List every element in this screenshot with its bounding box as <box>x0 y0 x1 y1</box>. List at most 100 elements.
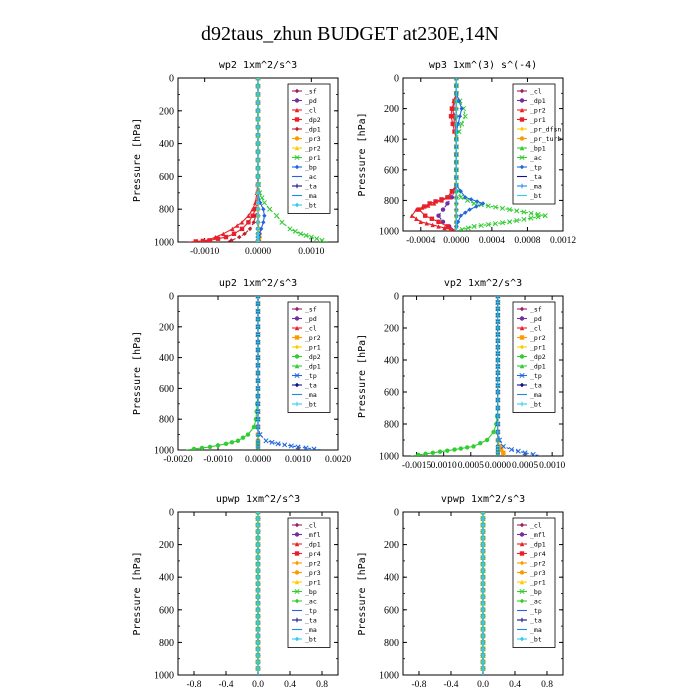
series-point-bt <box>255 125 261 130</box>
series-point-pr1 <box>261 200 267 206</box>
legend-marker <box>294 588 300 595</box>
y-axis-label: Pressure [hPa] <box>357 112 368 196</box>
series-group <box>188 78 328 242</box>
legend-entry: _mfl <box>305 531 321 539</box>
page-title: d92taus_zhun BUDGET at230E,14N <box>201 23 499 45</box>
series-point-bt <box>255 561 261 567</box>
legend-entry: _pr2 <box>530 560 546 568</box>
series-point-dp2 <box>193 239 198 242</box>
legend-entry: _pd <box>305 97 317 105</box>
series-point-bt <box>495 306 501 311</box>
series-point-bt <box>480 581 486 586</box>
series-point-pr1 <box>267 206 273 212</box>
series-point-pr1 <box>427 201 432 206</box>
series-point-ac <box>521 216 527 222</box>
legend-entry: _ma <box>305 192 317 200</box>
series-point-tp <box>508 447 515 453</box>
legend-box <box>287 83 331 214</box>
panel-title: up2 1xm^2/s^3 <box>219 278 297 289</box>
legend-marker <box>519 579 525 585</box>
legend-entry: _bp <box>305 588 317 596</box>
legend-marker <box>519 126 525 132</box>
series-point-bt <box>495 364 501 369</box>
series-point-pr1 <box>429 216 435 221</box>
legend-box <box>512 517 556 648</box>
y-tick-label: 1000 <box>379 452 399 463</box>
legend-entry: _bp <box>305 164 317 172</box>
series-point-bt <box>480 548 486 554</box>
series-point-pr1 <box>287 226 293 232</box>
y-axis-label: Pressure [hPa] <box>357 551 368 635</box>
legend-marker <box>519 363 525 369</box>
legend-marker <box>294 117 300 122</box>
series-point-bt <box>255 444 261 450</box>
series-point-bt <box>255 548 261 554</box>
legend-marker <box>294 335 300 340</box>
series-point-tp <box>295 444 301 450</box>
series-point-bt <box>480 522 486 528</box>
series-point-bt <box>255 401 261 406</box>
legend-marker <box>294 306 300 312</box>
legend-marker <box>519 372 525 379</box>
legend-marker <box>294 522 300 528</box>
series-point-bt <box>255 659 261 665</box>
series-point-bt <box>480 601 486 606</box>
x-tick-label: 0.4 <box>509 680 521 690</box>
series-point-bt <box>255 84 261 89</box>
legend-entry: _dp2 <box>305 353 321 361</box>
legend-entry: _tp <box>305 607 317 615</box>
series-point-bt <box>255 190 261 195</box>
series-point-bt <box>495 325 501 331</box>
series-point-pr2 <box>448 227 453 231</box>
legend-entry: _cl <box>530 88 542 96</box>
series-point-pr2 <box>424 221 429 226</box>
legend-marker <box>294 202 300 208</box>
x-tick-label: 0.8 <box>541 680 553 690</box>
legend: _sf_pd _cl_pr2 _pr1_dp2 _dp1_tp _ta_ma _bt <box>512 301 556 413</box>
series-point-bt <box>255 575 261 580</box>
legend-box <box>512 83 556 205</box>
series-point-dp2 <box>199 445 205 450</box>
series-point-ac <box>521 209 527 215</box>
series-point-pr1 <box>319 237 325 242</box>
series-point-ac <box>462 113 468 119</box>
series-point-bt <box>480 516 486 521</box>
legend-entry: _pr1 <box>305 344 321 352</box>
series-line-dp2 <box>411 296 499 456</box>
legend-marker <box>519 88 525 94</box>
legend-entry: _sf <box>305 306 317 314</box>
series-group <box>255 512 261 675</box>
legend-entry: _dp2 <box>305 116 321 124</box>
y-tick-label: 0 <box>169 292 174 303</box>
series-point-dp2 <box>245 432 251 437</box>
series-point-pr1 <box>255 78 261 81</box>
legend-entry: _ac <box>305 598 317 606</box>
series-point-pr1 <box>308 234 314 240</box>
series-point-tp <box>458 189 463 194</box>
y-tick-label: 0 <box>169 74 174 85</box>
series-point-ac <box>500 205 506 211</box>
y-tick-label: 200 <box>384 104 399 115</box>
series-point-ac <box>485 222 491 228</box>
series-point-bt <box>480 640 486 645</box>
series-point-dp2 <box>235 438 241 443</box>
x-tick-label: 0.0012 <box>550 236 576 246</box>
legend: _cl_dp1 _pr2_pr1 _pr_dfsn_pr_turb _bp1_ac _t… <box>512 83 561 205</box>
series-point-bt <box>255 207 261 212</box>
series-point-tp <box>303 445 309 450</box>
series-point-pr2 <box>414 216 419 221</box>
legend-entry: _mfl <box>530 531 546 539</box>
series-point-bt <box>255 309 261 314</box>
y-tick-label: 600 <box>159 605 174 616</box>
series-point-bt <box>480 620 486 626</box>
series-point-bt <box>480 588 486 593</box>
series-point-dp2 <box>240 435 246 440</box>
y-tick-label: 1000 <box>154 446 174 457</box>
legend-entry: _pr2 <box>530 107 546 115</box>
y-axis-label: Pressure [hPa] <box>132 331 143 415</box>
y-tick-label: 800 <box>159 415 174 426</box>
series-point-dp2 <box>200 238 206 242</box>
series-point-bt <box>255 594 261 599</box>
series-point-tp <box>474 199 480 204</box>
legend-entry: _ta <box>530 382 542 390</box>
